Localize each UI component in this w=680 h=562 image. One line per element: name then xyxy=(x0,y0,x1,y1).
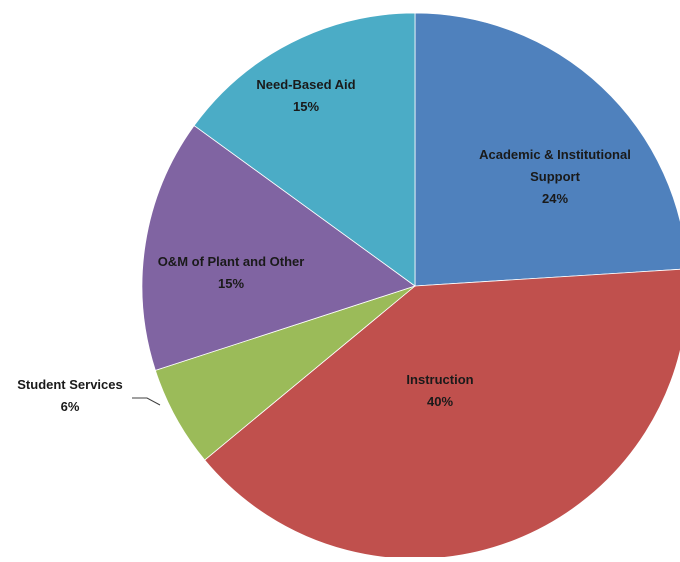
pie-slice-need-based-aid xyxy=(193,12,416,287)
data-label-percent: 40% xyxy=(427,394,453,409)
data-label-name: Support xyxy=(530,169,580,184)
pie-slices xyxy=(141,12,680,560)
pie-labels: Academic & Institutional Support 24% Instru… xyxy=(17,77,631,414)
pie-slice-oandm-of-plant-and-other xyxy=(141,124,416,371)
data-label-need-based-aid: Need-Based Aid 15% xyxy=(256,77,355,114)
data-label-percent: 15% xyxy=(293,99,319,114)
data-label-percent: 15% xyxy=(218,276,244,291)
data-label-percent: 24% xyxy=(542,191,568,206)
data-label-name: Need-Based Aid xyxy=(256,77,355,92)
data-label-instruction: Instruction 40% xyxy=(406,372,473,409)
pie-slice-instruction xyxy=(204,268,680,560)
data-label-oandm-of-plant-and-other: O&M of Plant and Other 15% xyxy=(158,254,305,291)
data-label-name: Student Services xyxy=(17,377,123,392)
data-label-name: Instruction xyxy=(406,372,473,387)
data-label-name: Academic & Institutional xyxy=(479,147,631,162)
data-label-academic-and-institutional-support: Academic & Institutional Support 24% xyxy=(479,147,631,206)
data-label-student-services: Student Services 6% xyxy=(17,377,123,414)
leader-line-student-services xyxy=(132,397,161,406)
data-label-percent: 6% xyxy=(61,399,80,414)
data-label-name: O&M of Plant and Other xyxy=(158,254,305,269)
